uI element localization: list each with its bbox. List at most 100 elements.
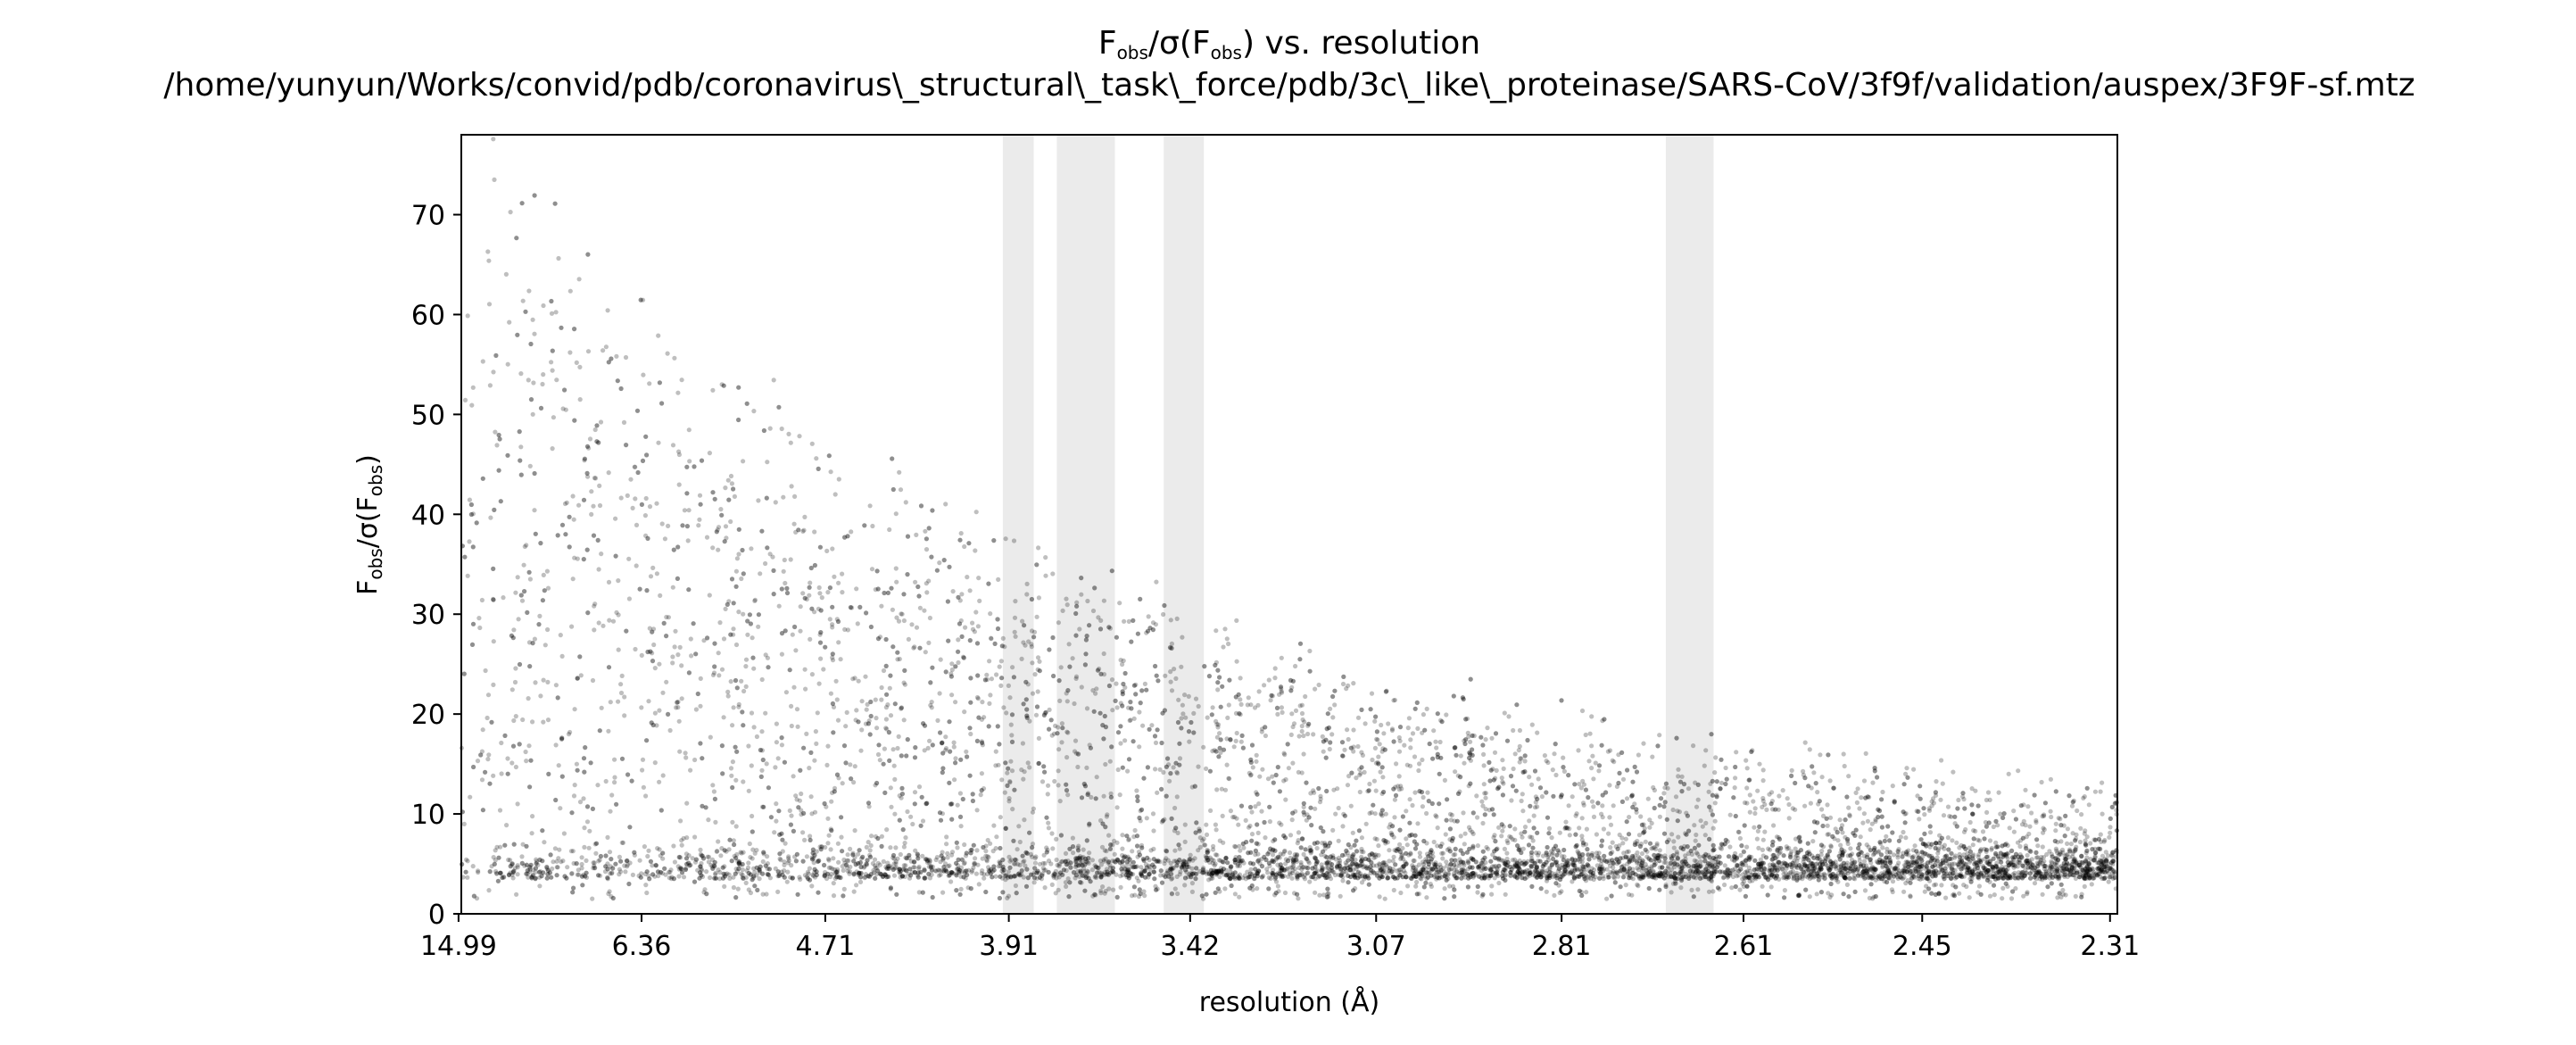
scatter-point (1521, 862, 1527, 867)
scatter-point (1651, 874, 1656, 880)
scatter-point (911, 859, 916, 865)
scatter-point (2082, 883, 2087, 890)
scatter-point (1119, 867, 1124, 872)
scatter-point (1120, 661, 1125, 668)
scatter-point (734, 851, 740, 858)
scatter-point (2000, 868, 2006, 874)
scatter-point (2086, 861, 2091, 867)
scatter-point (1621, 866, 1628, 871)
scatter-point (669, 875, 675, 880)
scatter-point (1214, 722, 1220, 727)
scatter-point (802, 595, 808, 601)
scatter-point (584, 858, 589, 864)
scatter-point (1352, 842, 1357, 848)
scatter-point (831, 704, 837, 710)
scatter-point (993, 763, 998, 768)
scatter-point (666, 615, 672, 620)
scatter-point (1426, 864, 1431, 870)
scatter-point (2048, 864, 2053, 869)
scatter-point (616, 699, 621, 704)
scatter-point (882, 746, 888, 751)
scatter-point (937, 691, 942, 696)
scatter-point (1277, 820, 1282, 825)
scatter-point (2055, 850, 2060, 856)
scatter-point (1630, 870, 1636, 876)
scatter-point (732, 493, 738, 500)
scatter-point (1445, 847, 1450, 852)
scatter-point (1074, 600, 1080, 605)
scatter-point (508, 210, 513, 215)
scatter-point (1275, 862, 1280, 867)
scatter-point (1016, 824, 1022, 829)
scatter-point (1610, 850, 1615, 855)
scatter-point (1590, 753, 1595, 759)
scatter-point (515, 865, 520, 870)
scatter-point (731, 626, 736, 632)
scatter-point (947, 564, 952, 569)
scatter-point (2003, 865, 2009, 870)
scatter-point (1415, 726, 1421, 732)
scatter-point (527, 463, 533, 469)
scatter-point (1571, 859, 1577, 866)
scatter-point (730, 819, 735, 825)
scatter-point (1876, 849, 1882, 854)
scatter-point (923, 875, 928, 881)
scatter-point (1918, 856, 1924, 862)
scatter-point (1177, 756, 1183, 761)
scatter-point (1658, 874, 1663, 879)
scatter-point (1053, 868, 1058, 875)
scatter-point (1913, 860, 1918, 866)
scatter-point (1303, 693, 1308, 700)
scatter-point (467, 539, 472, 544)
scatter-point (798, 876, 803, 883)
scatter-point (2015, 859, 2020, 865)
scatter-point (1330, 827, 1336, 834)
scatter-point (724, 849, 729, 854)
scatter-point (1528, 864, 1535, 869)
scatter-point (2084, 866, 2091, 871)
scatter-point (799, 791, 804, 797)
scatter-point (1719, 846, 1724, 851)
scatter-point (1970, 871, 1976, 877)
scatter-point (1021, 859, 1026, 865)
scatter-point (1023, 863, 1028, 868)
scatter-point (1577, 857, 1582, 862)
scatter-point (1915, 863, 1920, 868)
scatter-point (1846, 774, 1851, 779)
scatter-point (562, 874, 567, 879)
scatter-point (1661, 859, 1667, 865)
scatter-point (1353, 886, 1358, 892)
scatter-point (1081, 873, 1087, 879)
scatter-point (1878, 841, 1884, 846)
scatter-point (1743, 858, 1748, 864)
scatter-point (1359, 750, 1364, 755)
scatter-point (1489, 883, 1495, 889)
scatter-point (1811, 770, 1817, 775)
scatter-point (1093, 892, 1098, 898)
scatter-point (974, 694, 981, 701)
scatter-point (1434, 814, 1439, 819)
scatter-point (715, 849, 720, 854)
scatter-point (840, 781, 845, 786)
scatter-point (596, 567, 601, 572)
scatter-point (736, 860, 742, 866)
scatter-point (554, 377, 559, 383)
scatter-point (2017, 852, 2023, 858)
scatter-point (1237, 843, 1242, 849)
scatter-point (632, 852, 638, 858)
scatter-point (1173, 676, 1179, 682)
scatter-point (1101, 672, 1107, 677)
scatter-point (707, 593, 712, 598)
scatter-point (1266, 677, 1271, 683)
scatter-point (625, 864, 630, 869)
scatter-point (1019, 656, 1024, 662)
scatter-point (1867, 873, 1872, 878)
scatter-point (830, 790, 835, 796)
scatter-point (1419, 876, 1424, 882)
scatter-point (826, 858, 832, 863)
scatter-point (895, 657, 900, 662)
scatter-point (924, 859, 931, 866)
scatter-point (883, 864, 889, 870)
scatter-point (1124, 875, 1130, 880)
scatter-point (1483, 859, 1488, 866)
